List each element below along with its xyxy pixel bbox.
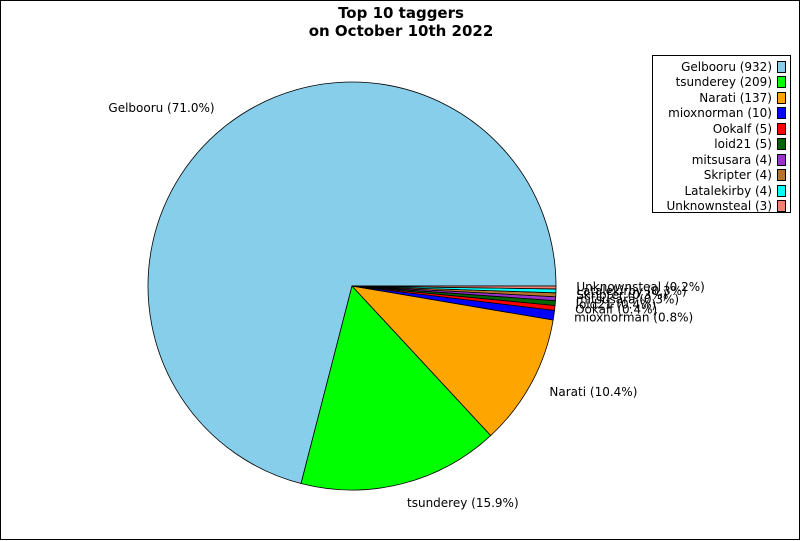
legend-swatch xyxy=(777,122,786,135)
legend-label: Narati (137) xyxy=(699,90,772,105)
slice-label-skripter: Skripter (0.3%) xyxy=(576,288,667,302)
legend-item-mioxnorman: mioxnorman (10) xyxy=(657,106,786,122)
slice-label-mioxnorman: mioxnorman (0.8%) xyxy=(574,311,693,325)
legend-label: mitsusara (4) xyxy=(691,152,772,167)
pie-slice-narati xyxy=(351,285,554,436)
pie-slice-tsunderey xyxy=(300,285,492,491)
chart-title: Top 10 taggers on October 10th 2022 xyxy=(308,4,494,40)
legend-swatch xyxy=(777,76,786,89)
legend-swatch xyxy=(777,107,786,120)
legend-item-narati: Narati (137) xyxy=(657,90,786,106)
legend-item-tsunderey: tsunderey (209) xyxy=(657,75,786,91)
legend-swatch xyxy=(777,169,786,182)
legend-item-mitsusara: mitsusara (4) xyxy=(657,152,786,168)
legend-swatch xyxy=(777,200,786,213)
legend-label: Skripter (4) xyxy=(703,168,772,183)
pie-slice-gelbooru xyxy=(147,81,557,484)
slice-label-loid21: loid21 (0.4%) xyxy=(576,297,657,311)
legend-label: Gelbooru (932) xyxy=(681,59,772,74)
legend-item-gelbooru: Gelbooru (932) xyxy=(657,59,786,75)
legend-swatch xyxy=(777,91,786,104)
legend-item-latalekirby: Latalekirby (4) xyxy=(657,183,786,199)
legend-label: Latalekirby (4) xyxy=(684,183,772,198)
legend-swatch xyxy=(777,138,786,151)
legend-label: Ookalf (5) xyxy=(712,121,772,136)
slice-label-tsunderey: tsunderey (15.9%) xyxy=(407,496,519,510)
legend-label: Unknownsteal (3) xyxy=(666,199,772,214)
legend-item-ookalf: Ookalf (5) xyxy=(657,121,786,137)
legend-item-skripter: Skripter (4) xyxy=(657,168,786,184)
slice-label-gelbooru: Gelbooru (71.0%) xyxy=(108,101,214,115)
legend-swatch xyxy=(777,153,786,166)
legend-item-loid21: loid21 (5) xyxy=(657,137,786,153)
legend-swatch xyxy=(777,184,786,197)
legend-item-unknownsteal: Unknownsteal (3) xyxy=(657,199,786,215)
legend-label: loid21 (5) xyxy=(714,137,772,152)
legend-label: tsunderey (209) xyxy=(675,75,772,90)
slice-label-ookalf: Ookalf (0.4%) xyxy=(575,303,657,317)
legend-label: mioxnorman (10) xyxy=(668,106,772,121)
chart-legend: Gelbooru (932) tsunderey (209) Narati (137… xyxy=(652,55,791,213)
slice-label-unknownsteal: Unknownsteal (0.2%) xyxy=(576,280,704,294)
slice-label-mitsusara: mitsusara (0.3%) xyxy=(576,292,679,306)
pie-slice-unknownsteal xyxy=(351,285,557,290)
legend-swatch xyxy=(777,60,786,73)
slice-label-narati: Narati (10.4%) xyxy=(549,385,637,399)
slice-label-latalekirby: Latalekirby (0.3%) xyxy=(576,284,686,298)
